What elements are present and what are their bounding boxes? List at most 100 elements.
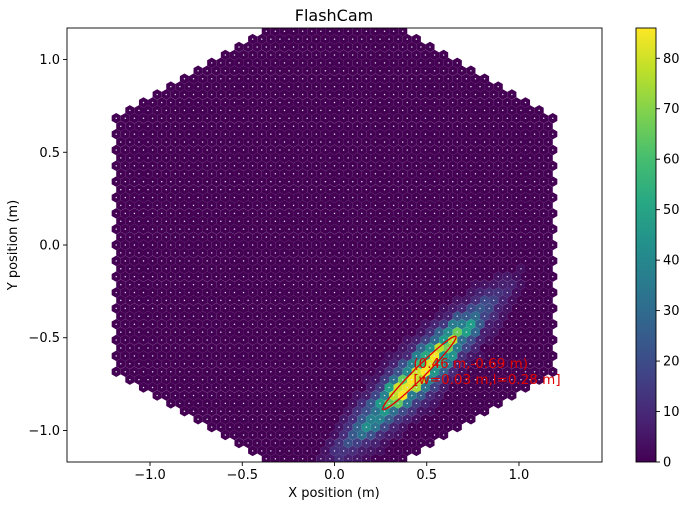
pixel-center-dot: [201, 77, 204, 80]
pixel-center-dot: [483, 315, 486, 318]
pixel-center-dot: [338, 268, 340, 270]
pixel-center-dot: [338, 347, 340, 349]
y-tick-label: 0.0: [39, 239, 60, 254]
pixel-center-dot: [283, 283, 286, 286]
pixel-center-dot: [451, 70, 454, 72]
pixel-center-dot: [502, 378, 504, 381]
pixel-center-dot: [301, 252, 304, 254]
pixel-center-dot: [451, 291, 454, 294]
pixel-center-dot: [365, 77, 368, 80]
pixel-center-dot: [461, 291, 463, 294]
pixel-center-dot: [160, 291, 163, 294]
pixel-center-dot: [229, 268, 231, 270]
pixel-center-dot: [388, 275, 390, 278]
pixel-center-dot: [224, 212, 227, 215]
pixel-center-dot: [247, 141, 249, 143]
pixel-center-dot: [142, 244, 145, 246]
pixel-center-dot: [320, 46, 322, 48]
pixel-center-dot: [151, 307, 154, 310]
pixel-center-dot: [160, 386, 163, 389]
pixel-center-dot: [451, 370, 454, 373]
pixel-center-dot: [401, 236, 404, 238]
pixel-center-dot: [229, 363, 231, 365]
pixel-center-dot: [192, 172, 195, 175]
pixel-center-dot: [210, 77, 213, 80]
pixel-center-dot: [297, 133, 299, 135]
pixel-center-dot: [297, 275, 299, 278]
pixel-center-dot: [233, 70, 236, 72]
pixel-center-dot: [461, 244, 463, 246]
pixel-center-dot: [438, 236, 440, 238]
pixel-center-dot: [242, 70, 245, 72]
camera-pixel: [334, 453, 344, 462]
pixel-center-dot: [401, 172, 404, 175]
pixel-center-dot: [397, 323, 399, 325]
pixel-center-dot: [311, 236, 313, 238]
pixel-center-dot: [215, 275, 218, 278]
pixel-center-dot: [524, 291, 527, 294]
pixel-center-dot: [215, 291, 218, 294]
pixel-center-dot: [497, 323, 499, 325]
pixel-center-dot: [324, 275, 327, 278]
pixel-center-dot: [333, 307, 336, 310]
pixel-center-dot: [301, 378, 304, 381]
pixel-center-dot: [506, 244, 509, 246]
pixel-center-dot: [347, 363, 349, 365]
pixel-center-dot: [424, 228, 427, 230]
pixel-center-dot: [511, 394, 513, 397]
pixel-center-dot: [256, 93, 258, 96]
pixel-center-dot: [401, 268, 404, 270]
pixel-center-dot: [333, 260, 336, 262]
pixel-center-dot: [283, 426, 286, 428]
pixel-center-dot: [483, 220, 486, 222]
pixel-center-dot: [224, 117, 227, 120]
pixel-center-dot: [288, 212, 290, 215]
pixel-center-dot: [197, 149, 199, 151]
x-tick-label: 0.5: [416, 468, 437, 483]
pixel-center-dot: [242, 355, 245, 357]
pixel-center-dot: [288, 38, 290, 40]
pixel-center-dot: [329, 410, 331, 413]
pixel-center-dot: [383, 394, 386, 397]
pixel-center-dot: [520, 220, 522, 222]
pixel-center-dot: [115, 275, 117, 278]
pixel-center-dot: [183, 157, 186, 159]
pixel-center-dot: [224, 244, 227, 246]
pixel-center-dot: [233, 291, 236, 294]
pixel-center-dot: [442, 212, 445, 215]
pixel-center-dot: [442, 339, 445, 341]
pixel-center-dot: [147, 252, 149, 254]
pixel-center-dot: [156, 268, 158, 270]
pixel-center-dot: [247, 252, 249, 254]
pixel-center-dot: [401, 410, 404, 413]
pixel-center-dot: [483, 347, 486, 349]
pixel-center-dot: [151, 275, 154, 278]
pixel-center-dot: [515, 149, 518, 151]
pixel-center-dot: [229, 283, 231, 286]
pixel-center-dot: [265, 109, 268, 112]
camera-pixel: [289, 469, 298, 480]
pixel-center-dot: [461, 149, 463, 151]
pixel-center-dot: [338, 220, 340, 222]
pixel-center-dot: [470, 402, 472, 405]
pixel-center-dot: [179, 101, 181, 104]
pixel-center-dot: [238, 220, 240, 222]
pixel-center-dot: [379, 85, 381, 88]
pixel-center-dot: [215, 323, 218, 325]
pixel-center-dot: [311, 220, 313, 222]
pixel-center-dot: [502, 315, 504, 318]
pixel-center-dot: [170, 133, 172, 135]
pixel-center-dot: [179, 244, 181, 246]
pixel-center-dot: [470, 165, 472, 167]
pixel-center-dot: [233, 165, 236, 167]
pixel-center-dot: [424, 165, 427, 167]
pixel-center-dot: [251, 54, 254, 56]
hillas-annotation-line: [w=0.03 m,l=0.28 m]: [413, 372, 560, 388]
pixel-center-dot: [347, 93, 349, 96]
pixel-center-dot: [383, 347, 386, 349]
pixel-center-dot: [488, 165, 490, 167]
pixel-center-dot: [329, 252, 331, 254]
pixel-center-dot: [251, 228, 254, 230]
pixel-center-dot: [502, 220, 504, 222]
pixel-center-dot: [383, 331, 386, 333]
